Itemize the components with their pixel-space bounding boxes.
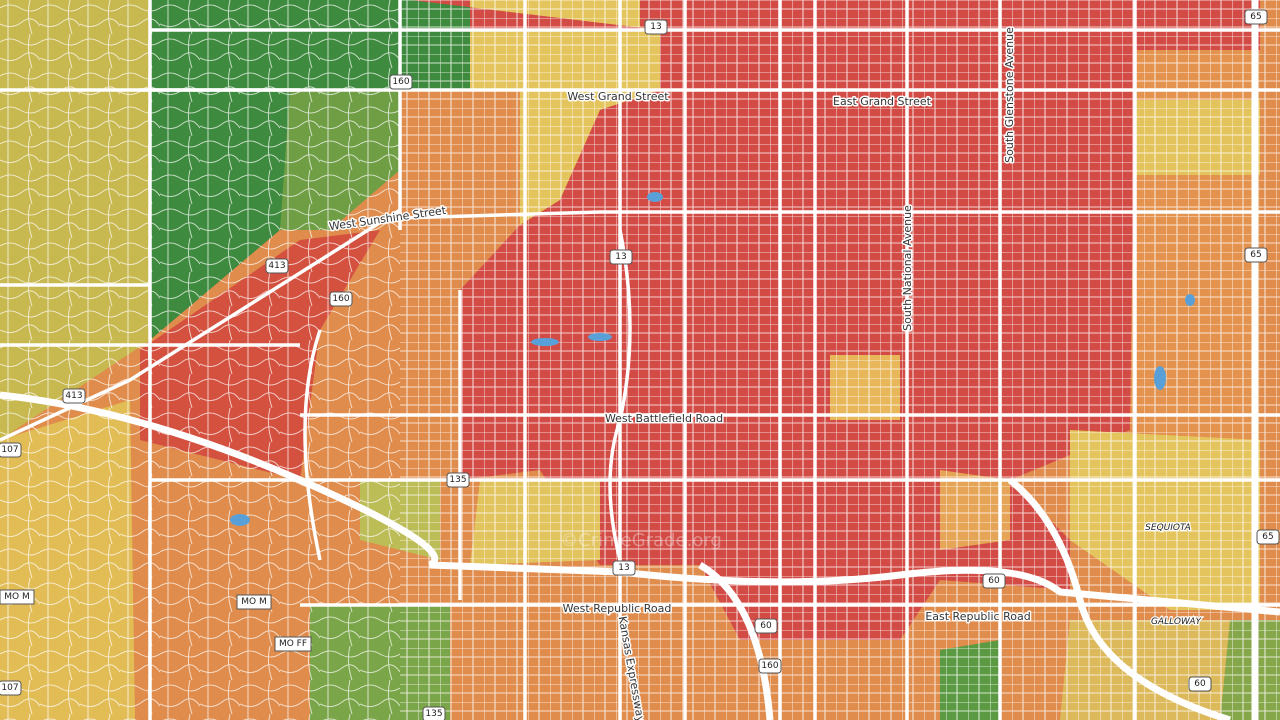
shield-box	[265, 258, 289, 274]
shield-label: 65	[1250, 12, 1261, 22]
highway	[698, 561, 774, 720]
shield-label: 13	[650, 22, 661, 32]
route-shield: 413	[265, 258, 289, 274]
shield-box	[982, 573, 1006, 589]
street-label: West Battlefield Road	[605, 412, 723, 425]
route-shield: 13	[609, 249, 633, 265]
shield-label: 107	[1, 445, 18, 455]
street-label: West Republic Road	[563, 602, 672, 615]
route-label: MO M	[241, 597, 266, 607]
road	[608, 229, 632, 561]
shield-label: 65	[1250, 250, 1261, 260]
route-shield: 65	[1244, 9, 1268, 25]
route-marker: MO FF	[274, 636, 312, 652]
shield-box	[0, 680, 22, 696]
shield-box	[0, 442, 22, 458]
shield-label: 413	[268, 261, 285, 271]
shield-label: 135	[425, 709, 442, 719]
lake	[1154, 366, 1166, 390]
street-label: East Grand Street	[833, 95, 932, 108]
road	[0, 208, 401, 442]
route-marker: MO M	[236, 594, 272, 610]
place-label: SEQUIOTA	[1145, 523, 1191, 533]
route-shield: 107	[0, 680, 22, 696]
shield-label: 65	[1262, 532, 1273, 542]
road	[303, 329, 322, 561]
route-shield: 160	[389, 74, 413, 90]
shield-box	[62, 388, 86, 404]
route-label: MO M	[4, 592, 29, 602]
lake	[230, 514, 250, 526]
street-label: South Glenstone Avenue	[1003, 27, 1016, 163]
shield-box	[1244, 9, 1268, 25]
route-shield: 60	[754, 618, 778, 634]
route-shield: 60	[982, 573, 1006, 589]
route-box	[274, 636, 312, 652]
shield-label: 160	[392, 77, 409, 87]
route-shield: 65	[1244, 247, 1268, 263]
route-shield: 135	[422, 706, 446, 720]
street-texture	[400, 0, 1280, 720]
shield-label: 13	[618, 563, 629, 573]
street-label: South National Avenue	[901, 205, 914, 331]
shield-label: 107	[1, 683, 18, 693]
street-label: East Republic Road	[925, 610, 1030, 623]
lake	[1185, 294, 1195, 306]
shield-label: 13	[615, 252, 626, 262]
shield-box	[389, 74, 413, 90]
route-box	[236, 594, 272, 610]
shield-label: 160	[332, 294, 349, 304]
shield-box	[644, 19, 668, 35]
shield-box	[446, 472, 470, 488]
road	[399, 210, 1280, 220]
highway	[0, 391, 1280, 616]
shield-label: 135	[449, 475, 466, 485]
route-shield: 65	[1256, 529, 1280, 545]
shield-label: 60	[988, 576, 1000, 586]
shield-box	[609, 249, 633, 265]
route-label: MO FF	[279, 639, 307, 649]
route-shield: 107	[0, 442, 22, 458]
shield-box	[1256, 529, 1280, 545]
labels: West Grand Street East Grand Street Sout…	[0, 25, 1204, 720]
lake	[531, 338, 559, 346]
route-shield: 160	[758, 658, 782, 674]
shield-box	[329, 291, 353, 307]
route-shield: 413	[62, 388, 86, 404]
route-shield: 160	[329, 291, 353, 307]
shields: 13 160 413 160 13 413 107 135 13 60 60 160 65 65 65 60 1…	[0, 9, 1280, 720]
shield-label: 60	[760, 621, 772, 631]
shield-box	[422, 706, 446, 720]
shield-box	[758, 658, 782, 674]
watermark: ©CrimeGrade.org	[560, 530, 722, 551]
route-box	[0, 589, 35, 605]
lake	[588, 333, 612, 341]
place-label: GALLOWAY	[1151, 617, 1203, 627]
shield-box	[754, 618, 778, 634]
highway	[1007, 477, 1232, 720]
shield-label: 160	[761, 661, 778, 671]
shield-label: 413	[65, 391, 82, 401]
water	[230, 192, 1195, 526]
shield-box	[1244, 247, 1268, 263]
street-texture	[0, 0, 400, 720]
lake	[647, 192, 663, 202]
route-shield: 60	[1188, 676, 1212, 692]
shield-box	[1188, 676, 1212, 692]
route-shield: 13	[644, 19, 668, 35]
street-label: West Grand Street	[567, 90, 669, 103]
shield-label: 60	[1194, 679, 1206, 689]
route-shield: 13	[612, 560, 636, 576]
route-marker: MO M	[0, 589, 35, 605]
shield-box	[612, 560, 636, 576]
route-shield: 135	[446, 472, 470, 488]
